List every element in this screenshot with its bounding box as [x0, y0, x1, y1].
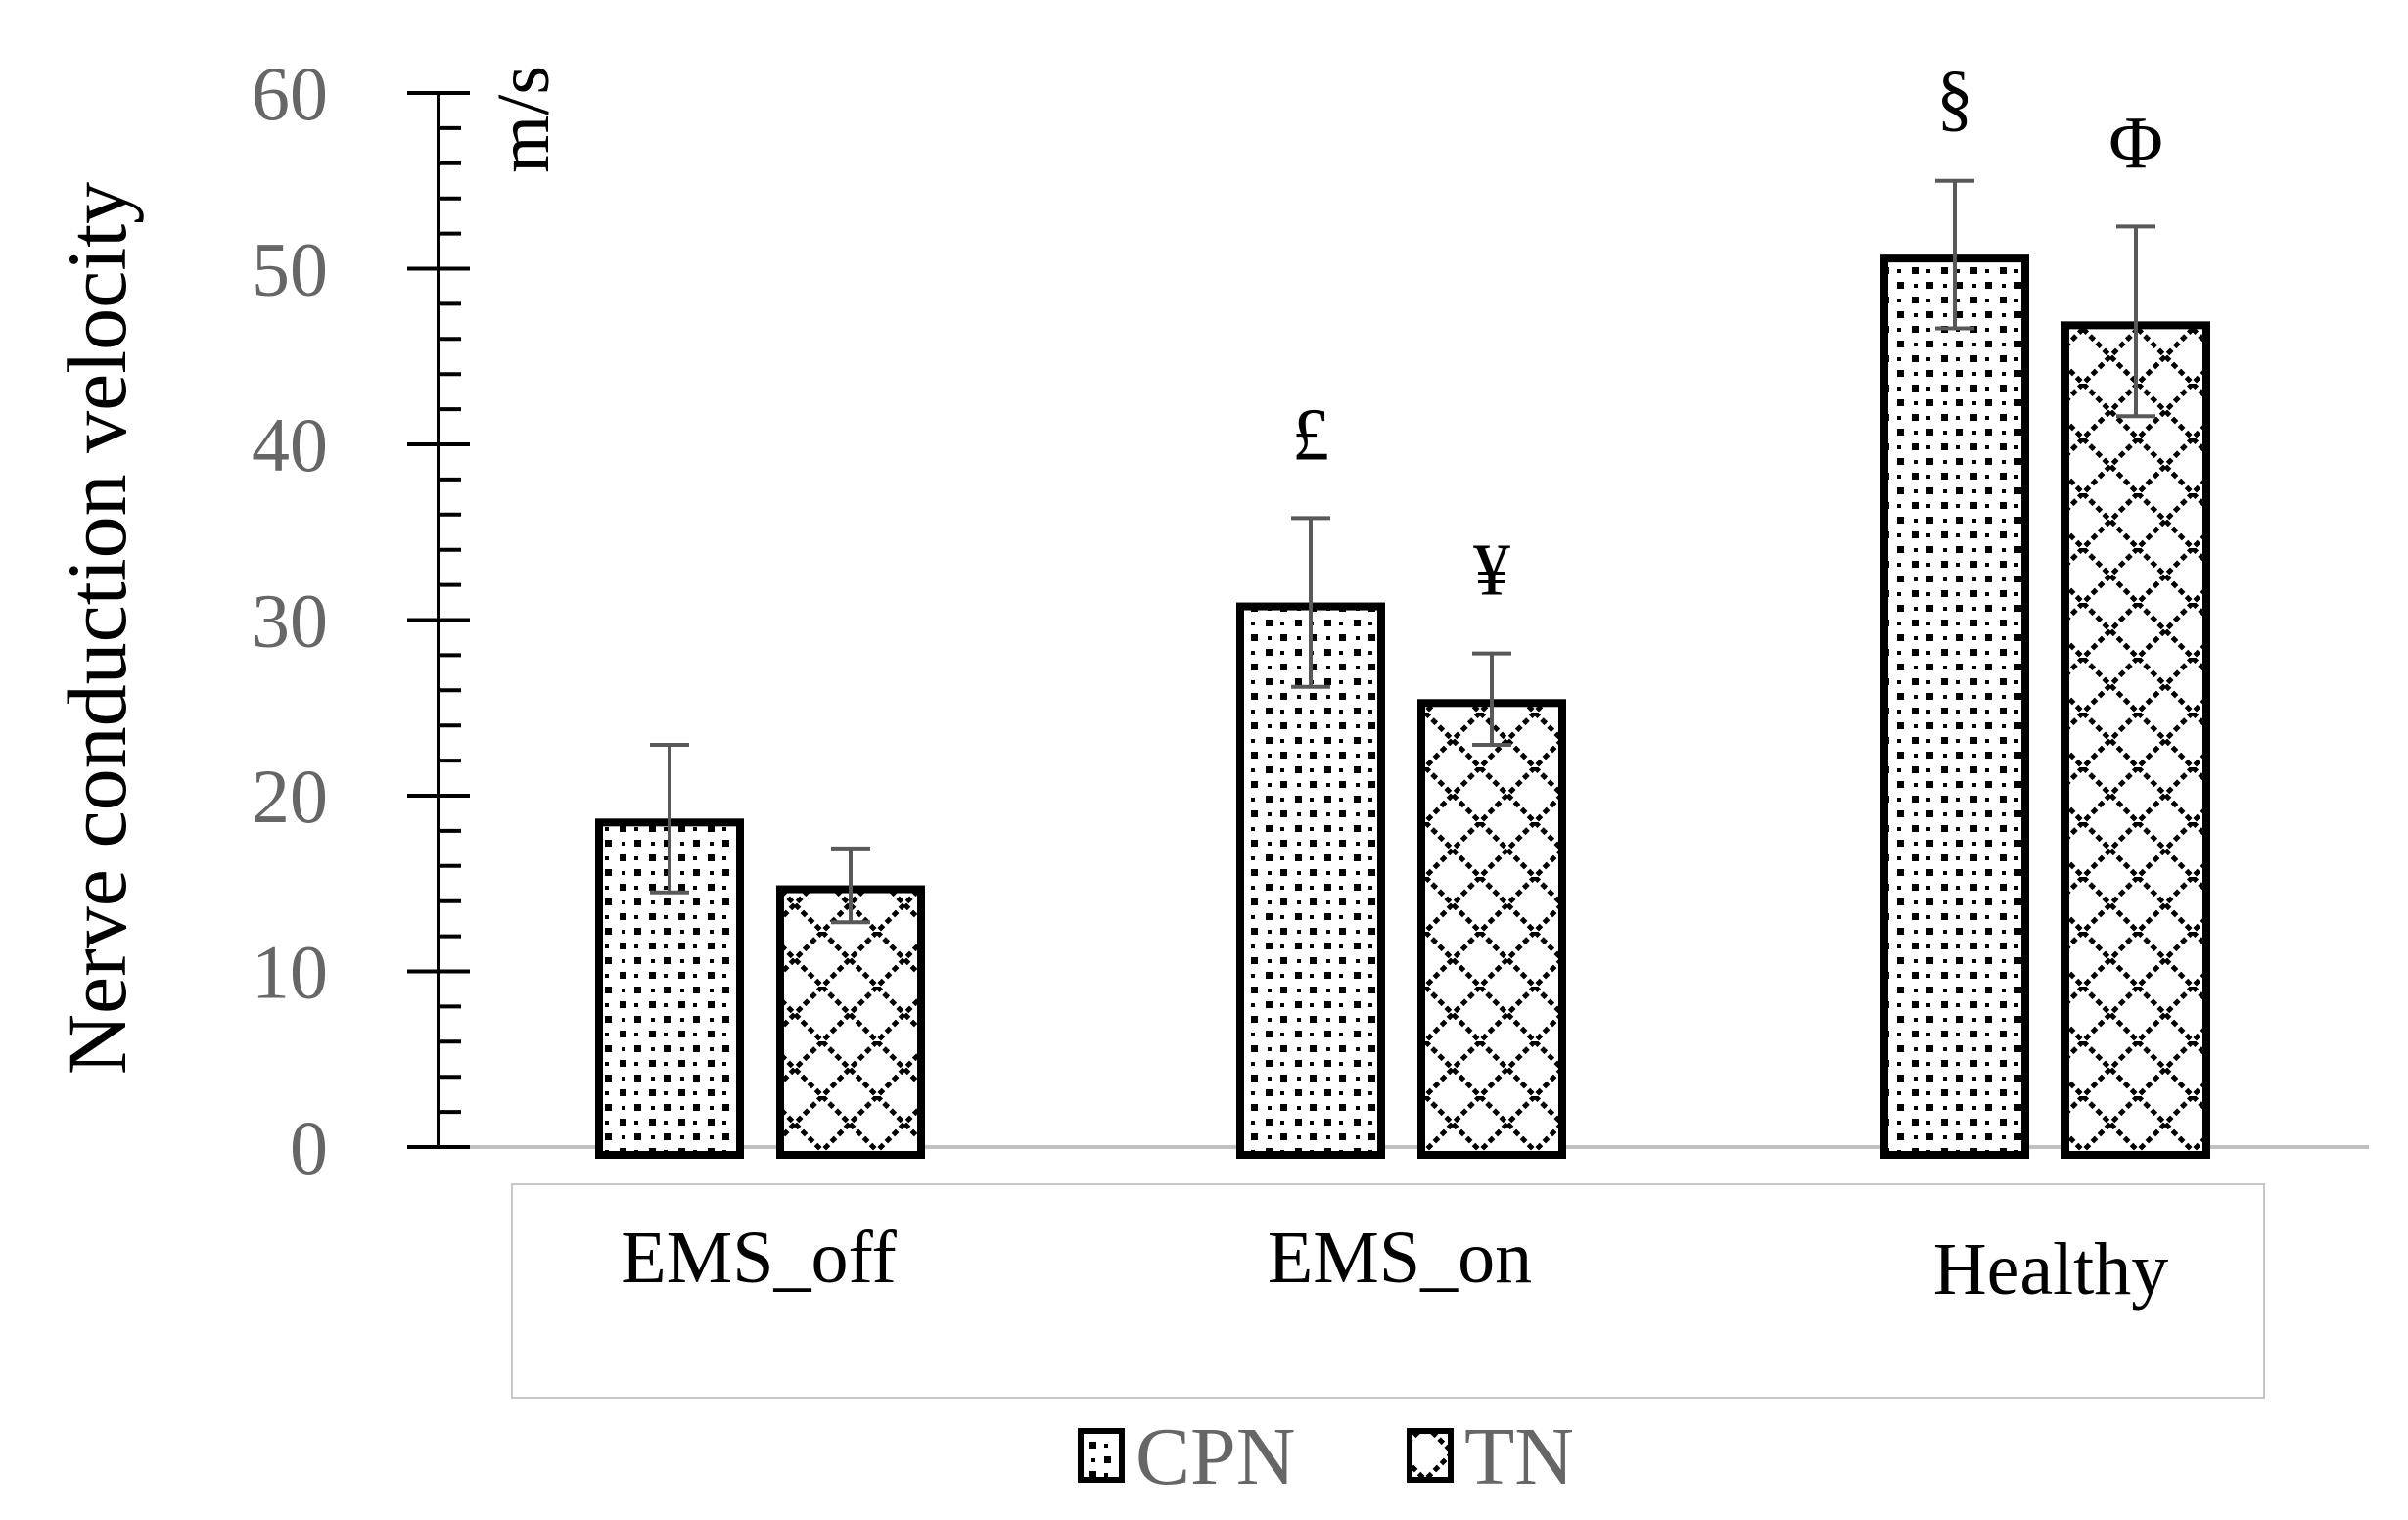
legend-item-tn: TN — [1407, 1411, 1574, 1502]
y-tick-label: 30 — [252, 578, 328, 664]
x-category-label: EMS_off — [621, 1217, 897, 1299]
bar-tn-ems_off — [776, 846, 925, 1159]
significance-marker: ¥ — [1473, 530, 1510, 612]
legend-swatch-tn — [1407, 1428, 1454, 1483]
error-bar — [650, 742, 689, 895]
legend-item-cpn: CPN — [1078, 1411, 1295, 1502]
bar-tn-healthy: Φ — [2061, 102, 2210, 1160]
y-tick-label: 20 — [252, 754, 328, 839]
bar-cpn-healthy: § — [1880, 57, 2029, 1159]
y-tick-label: 0 — [290, 1105, 328, 1190]
x-category-label: EMS_on — [1268, 1217, 1532, 1299]
y-tick-label: 40 — [252, 402, 328, 487]
bar — [776, 885, 925, 1159]
bar — [1880, 254, 2029, 1159]
y-axis-title: Nerve conduction velocity — [50, 182, 144, 1075]
bar-cpn-ems_on: £ — [1236, 393, 1385, 1159]
y-axis-unit: m/s — [483, 66, 565, 173]
significance-marker: § — [1936, 57, 1973, 139]
significance-marker: Φ — [2108, 102, 2163, 184]
bar — [2061, 321, 2210, 1160]
legend-label-cpn: CPN — [1135, 1411, 1295, 1502]
bar-tn-ems_on: ¥ — [1417, 530, 1566, 1160]
bar — [1236, 602, 1385, 1159]
error-bar — [831, 846, 870, 925]
error-bar — [1935, 178, 1974, 331]
bars: £ ¥ § Φ — [595, 57, 2210, 1160]
y-tick-label: 50 — [252, 227, 328, 312]
y-axis: 0 10 20 30 40 50 60 — [252, 51, 2369, 1190]
error-bar — [2116, 224, 2155, 419]
legend-label-tn: TN — [1464, 1411, 1574, 1502]
bar-cpn-ems_off — [595, 742, 744, 1160]
y-tick-label: 60 — [252, 51, 328, 136]
y-tick-label: 10 — [252, 930, 328, 1015]
legend-swatch-cpn — [1078, 1428, 1125, 1483]
category-label-box — [511, 1183, 2265, 1399]
category-labels: EMS_off EMS_on Healthy — [621, 1217, 2168, 1311]
legend: CPN TN — [1078, 1411, 1574, 1502]
significance-marker: £ — [1292, 393, 1329, 476]
x-category-label: Healthy — [1933, 1228, 2169, 1311]
bar — [1417, 699, 1566, 1160]
error-bar — [1472, 651, 1511, 747]
error-bar — [1291, 516, 1330, 689]
